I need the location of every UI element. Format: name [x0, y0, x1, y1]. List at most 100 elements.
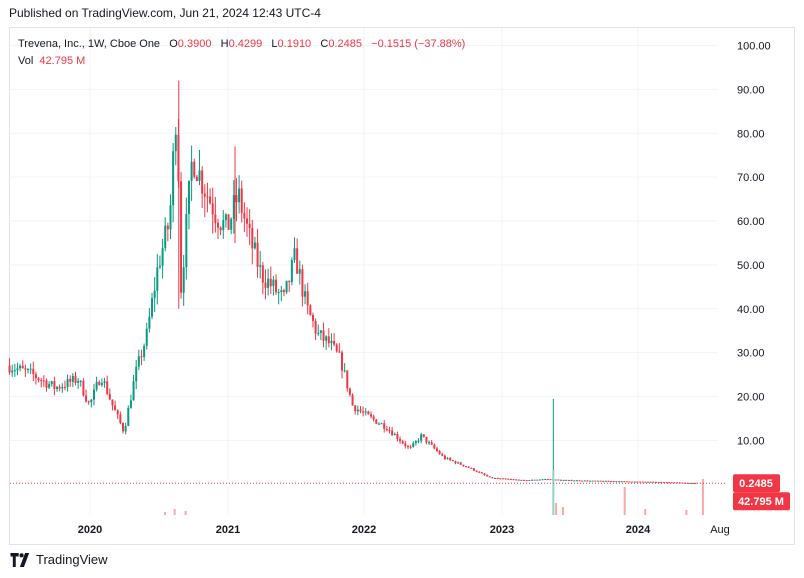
candle-body: [253, 242, 256, 249]
candle-body: [122, 423, 125, 432]
candle-body: [216, 222, 219, 228]
candle-body: [565, 479, 568, 481]
candle-body: [311, 315, 314, 321]
candle-body: [385, 429, 388, 431]
candle-body: [143, 345, 146, 358]
candle-body: [272, 279, 275, 287]
candle-body: [475, 470, 478, 472]
candle-body: [372, 416, 375, 420]
x-tick-label: 2021: [216, 524, 240, 536]
candle-body: [441, 454, 444, 456]
candle-body: [69, 378, 72, 382]
candle-body: [507, 478, 510, 480]
candle-body: [182, 267, 185, 293]
candle-body: [575, 480, 578, 482]
candle-body: [483, 473, 486, 476]
candle-body: [425, 436, 428, 443]
candle-body: [583, 480, 586, 482]
candle-body: [185, 214, 188, 268]
candle-body: [19, 365, 22, 369]
volume-bar: [701, 479, 704, 515]
candle-body: [11, 370, 14, 373]
candle-body: [285, 280, 288, 293]
candle-body: [501, 478, 504, 480]
candle-body: [652, 481, 655, 483]
candle-body: [214, 214, 217, 223]
candle-body: [596, 480, 599, 482]
candle-body: [95, 381, 98, 390]
volume-bar: [552, 470, 555, 515]
candle-body: [156, 267, 159, 291]
candle-body: [61, 386, 64, 389]
legend-ohlc-row: Trevena, Inc., 1W, Cboe One O0.3900 H0.4…: [18, 36, 465, 52]
candle-body: [370, 414, 373, 417]
legend-change: −0.1515 (−37.88%): [371, 38, 466, 50]
candle-body: [296, 248, 299, 274]
candle-body: [29, 368, 32, 370]
candle-body: [433, 444, 436, 449]
candle-body: [74, 375, 77, 383]
candle-body: [604, 480, 607, 482]
candle-body: [82, 380, 85, 396]
candle-body: [304, 291, 307, 297]
candle-body: [620, 481, 623, 483]
candle-body: [269, 278, 272, 287]
candle-body: [193, 161, 196, 177]
candle-body: [333, 340, 336, 345]
candle-body: [665, 482, 668, 484]
candle-body: [203, 193, 206, 197]
footer-brand[interactable]: TradingView: [10, 552, 108, 567]
candle-body: [412, 443, 415, 447]
candle-body: [16, 368, 19, 371]
candle-body: [567, 479, 570, 481]
candle-body: [248, 223, 251, 229]
x-tick-label: 2020: [78, 524, 102, 536]
footer-brand-text: TradingView: [36, 552, 108, 567]
candle-body: [198, 170, 201, 181]
volume-bar: [685, 510, 688, 515]
candle-body: [354, 405, 357, 412]
volume-group: [164, 470, 704, 515]
candle-body: [224, 214, 227, 221]
candle-body: [625, 481, 628, 483]
candle-body: [341, 352, 344, 371]
candle-body: [209, 196, 212, 204]
candle-body: [319, 330, 322, 333]
candle-body: [515, 479, 518, 481]
candle-body: [393, 434, 396, 436]
candle-body: [267, 278, 270, 288]
candle-body: [346, 370, 349, 389]
candle-body: [491, 477, 494, 479]
candle-body: [607, 480, 610, 482]
candle-body: [628, 481, 631, 483]
candle-body: [240, 188, 243, 213]
candle-body: [87, 401, 90, 403]
candle-body: [282, 290, 285, 293]
candle-body: [691, 482, 694, 484]
candle-body: [243, 212, 246, 219]
candle-body: [525, 480, 528, 482]
candle-body: [554, 479, 557, 481]
candle-body: [114, 405, 117, 411]
candle-body: [34, 374, 37, 379]
legend-high: 0.4299: [228, 38, 263, 50]
candle-body: [660, 481, 663, 483]
candle-body: [435, 448, 438, 452]
candle-body: [259, 265, 262, 267]
candle-body: [63, 386, 66, 388]
y-tick-label: 90.00: [737, 84, 765, 96]
candle-body: [633, 481, 636, 483]
candle-body: [544, 479, 547, 481]
candle-body: [151, 298, 154, 317]
candle-body: [499, 478, 502, 480]
published-text: Published on TradingView.com, Jun 21, 20…: [9, 6, 321, 20]
candle-body: [92, 389, 95, 400]
y-tick-label: 40.00: [737, 304, 765, 316]
candle-body: [124, 425, 127, 432]
candle-body: [618, 481, 621, 483]
candle-body: [641, 481, 644, 483]
candle-body: [610, 481, 613, 483]
candle-body: [533, 479, 536, 481]
candle-body: [21, 365, 24, 369]
